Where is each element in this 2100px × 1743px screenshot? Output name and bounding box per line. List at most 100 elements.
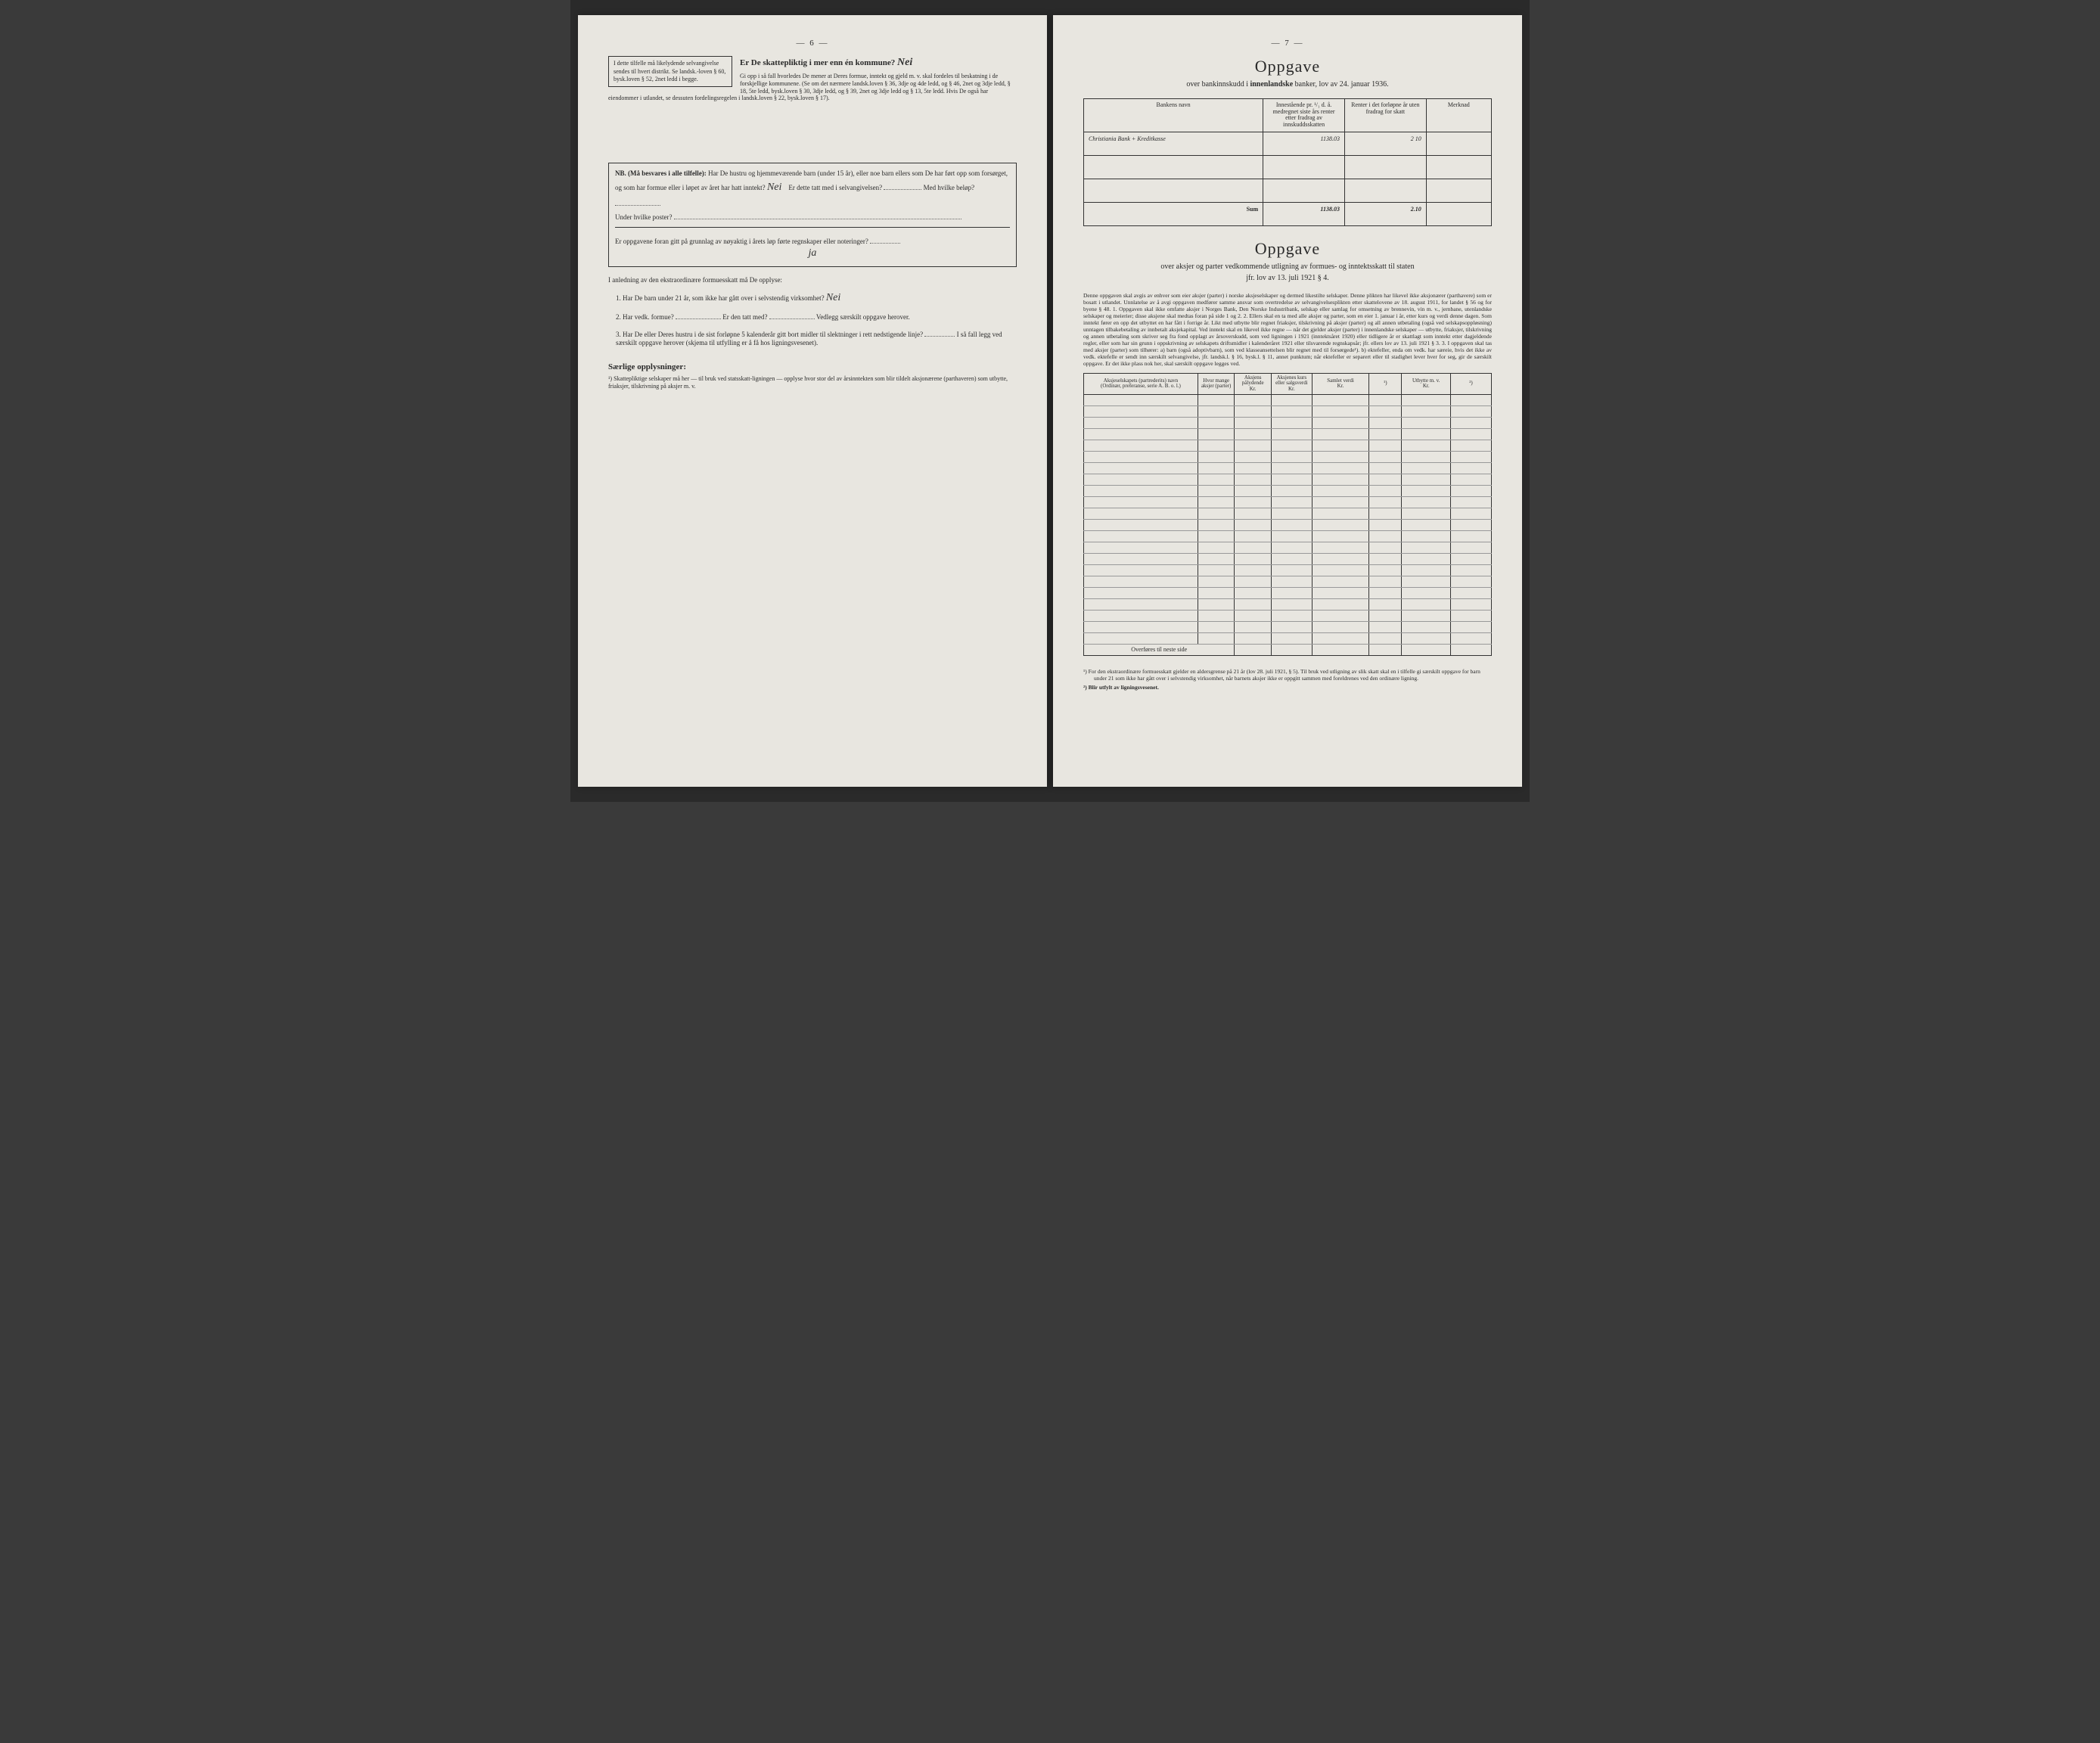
nb-body4-row: Under hvilke poster? bbox=[615, 208, 1010, 222]
overfores-cell: Overføres til neste side bbox=[1084, 644, 1235, 655]
aksje-row bbox=[1084, 417, 1492, 428]
q3-row: 3. Har De eller Deres hustru i de sist f… bbox=[616, 325, 1017, 348]
blank-line bbox=[884, 179, 921, 190]
aksje-th-5: Samlet verdi Kr. bbox=[1312, 373, 1368, 394]
aksje-row bbox=[1084, 598, 1492, 610]
aksje-row bbox=[1084, 564, 1492, 576]
aksje-th4-sub: Kr. bbox=[1288, 386, 1295, 392]
q2: 2. Har vedk. formue? bbox=[616, 313, 674, 321]
ekstra-lead-row: I anledning av den ekstraordinære formue… bbox=[608, 276, 1017, 285]
aksje-row bbox=[1084, 462, 1492, 474]
bank-th-amt: Innestående pr. ¹/₁ d. å. medregnet sist… bbox=[1263, 98, 1345, 132]
oppgave2-sub2: jfr. lov av 13. juli 1921 § 4. bbox=[1083, 273, 1492, 283]
sarlige-note: ¹) Skattepliktige selskaper må her — til… bbox=[608, 375, 1017, 390]
page-spread: — 6 — I dette tilfelle må likelydende se… bbox=[570, 0, 1530, 802]
aksje-th-1: Aksjeselskapets (partrederits) navn (Ord… bbox=[1084, 373, 1198, 394]
aksje-row bbox=[1084, 474, 1492, 485]
nb-body5-row: Er oppgavene foran gitt på grunnlag av n… bbox=[615, 232, 1010, 247]
sarlige-heading: Særlige opplysninger: bbox=[608, 362, 1017, 372]
q1-hw: Nei bbox=[826, 292, 840, 303]
blank-line bbox=[924, 325, 955, 337]
bank-th-merk: Merknad bbox=[1426, 98, 1491, 132]
bank-row: Christiania Bank + Kreditkasse 1138.03 2… bbox=[1084, 132, 1492, 156]
aksje-table: Aksjeselskapets (partrederits) navn (Ord… bbox=[1083, 373, 1492, 656]
aksje-header-row: Aksjeselskapets (partrederits) navn (Ord… bbox=[1084, 373, 1492, 394]
aksje-th3-sub: Kr. bbox=[1250, 386, 1257, 392]
page-7: — 7 — Oppgave over bankinnskudd i innenl… bbox=[1053, 15, 1522, 787]
bank-cell-rent: 2 10 bbox=[1344, 132, 1426, 156]
blank-line bbox=[674, 208, 961, 219]
ekstra-lead: I anledning av den ekstraordinære formue… bbox=[608, 276, 782, 284]
blank-line bbox=[870, 232, 900, 244]
aksje-row bbox=[1084, 440, 1492, 451]
page-number-6: — 6 — bbox=[608, 38, 1017, 48]
aksje-row bbox=[1084, 632, 1492, 644]
question-list: 1. Har De barn under 21 år, som ikke har… bbox=[616, 291, 1017, 348]
oppgave2-title: Oppgave bbox=[1083, 238, 1492, 260]
nb-body3: Med hvilke beløp? bbox=[924, 184, 974, 191]
bank-sum-amt: 1138.03 bbox=[1263, 203, 1345, 226]
page-6: — 6 — I dette tilfelle må likelydende se… bbox=[578, 15, 1047, 787]
bank-sum-label: Sum bbox=[1084, 203, 1263, 226]
nb-body4: Under hvilke poster? bbox=[615, 213, 672, 221]
aksje-row bbox=[1084, 496, 1492, 508]
footnote-1: ¹) For den ekstraordinære formuesskatt g… bbox=[1083, 668, 1492, 682]
bank-table: Bankens navn Innestående pr. ¹/₁ d. å. m… bbox=[1083, 98, 1492, 226]
bank-cell-merk bbox=[1426, 132, 1491, 156]
oppgave1-title: Oppgave bbox=[1083, 56, 1492, 78]
aksje-th4-text: Aksjenes kurs eller salgsverdi bbox=[1275, 374, 1308, 387]
aksje-th1-sub: (Ordinær, preferanse, serie A. B. o. l.) bbox=[1101, 383, 1181, 389]
aksje-th7-sub: Kr. bbox=[1423, 383, 1430, 389]
bank-th-name: Bankens navn bbox=[1084, 98, 1263, 132]
nb-hw1: Nei bbox=[767, 182, 781, 193]
aksje-row bbox=[1084, 485, 1492, 496]
aksje-row bbox=[1084, 508, 1492, 519]
aksje-row bbox=[1084, 405, 1492, 417]
bank-header-row: Bankens navn Innestående pr. ¹/₁ d. å. m… bbox=[1084, 98, 1492, 132]
aksje-row bbox=[1084, 519, 1492, 530]
nb-hw2: ja bbox=[615, 247, 1010, 260]
aksje-th-3: Aksjens pålydende Kr. bbox=[1235, 373, 1272, 394]
aksje-row bbox=[1084, 621, 1492, 632]
aksje-tbody: Overføres til neste side bbox=[1084, 394, 1492, 655]
q1-row: 1. Har De barn under 21 år, som ikke har… bbox=[616, 291, 1017, 305]
aksje-overfores-row: Overføres til neste side bbox=[1084, 644, 1492, 655]
aksje-row bbox=[1084, 530, 1492, 542]
aksje-th-8: ²) bbox=[1451, 373, 1492, 394]
footnote-2: ²) Blir utfylt av ligningsvesenet. bbox=[1083, 684, 1492, 691]
q3a: 3. Har De eller Deres hustru i de sist f… bbox=[616, 331, 923, 338]
aksje-row bbox=[1084, 553, 1492, 564]
bank-sum-merk bbox=[1426, 203, 1491, 226]
nb-box: NB. (Må besvares i alle tilfelle): Har D… bbox=[608, 163, 1017, 267]
nb-body5: Er oppgavene foran gitt på grunnlag av n… bbox=[615, 238, 868, 245]
page-number-7: — 7 — bbox=[1083, 38, 1492, 48]
aksje-th5-sub: Kr. bbox=[1337, 383, 1344, 389]
bank-cell-amt: 1138.03 bbox=[1263, 132, 1345, 156]
oppgave1-sub: over bankinnskudd i innenlandske banker,… bbox=[1083, 79, 1492, 89]
side-note-box: I dette tilfelle må likelydende selvangi… bbox=[608, 56, 732, 87]
heading-answer-hw: Nei bbox=[897, 57, 912, 68]
bank-sum-rent: 2.10 bbox=[1344, 203, 1426, 226]
aksje-row bbox=[1084, 610, 1492, 621]
aksje-th-2: Hvor mange aksjer (parter) bbox=[1198, 373, 1235, 394]
bank-row-empty bbox=[1084, 179, 1492, 203]
bank-cell-name: Christiania Bank + Kreditkasse bbox=[1084, 132, 1263, 156]
aksje-th-7: Utbytte m. v. Kr. bbox=[1402, 373, 1451, 394]
aksje-th3-text: Aksjens pålydende bbox=[1242, 374, 1264, 387]
bank-row-empty bbox=[1084, 156, 1492, 179]
top-block: I dette tilfelle må likelydende selvangi… bbox=[608, 56, 1017, 102]
nb-lead: NB. (Må besvares i alle tilfelle): bbox=[615, 169, 707, 177]
aksje-row bbox=[1084, 542, 1492, 553]
aksje-row bbox=[1084, 428, 1492, 440]
oppgave2-sub1: over aksjer og parter vedkommende utlign… bbox=[1083, 262, 1492, 272]
blank-line bbox=[769, 308, 815, 319]
aksje-th-6: ¹) bbox=[1369, 373, 1402, 394]
q1: 1. Har De barn under 21 år, som ikke har… bbox=[616, 294, 825, 302]
q2-row: 2. Har vedk. formue? Er den tatt med? Ve… bbox=[616, 308, 1017, 322]
nb-body2: Er dette tatt med i selvangivelsen? bbox=[788, 184, 882, 191]
heading-question-text: Er De skattepliktig i mer enn én kommune… bbox=[740, 58, 895, 67]
q2c: Vedlegg særskilt oppgave herover. bbox=[816, 313, 910, 321]
fine-print: Denne oppgaven skal avgis av enhver som … bbox=[1083, 292, 1492, 367]
footnotes: ¹) For den ekstraordinære formuesskatt g… bbox=[1083, 668, 1492, 691]
bank-sum-row: Sum 1138.03 2.10 bbox=[1084, 203, 1492, 226]
